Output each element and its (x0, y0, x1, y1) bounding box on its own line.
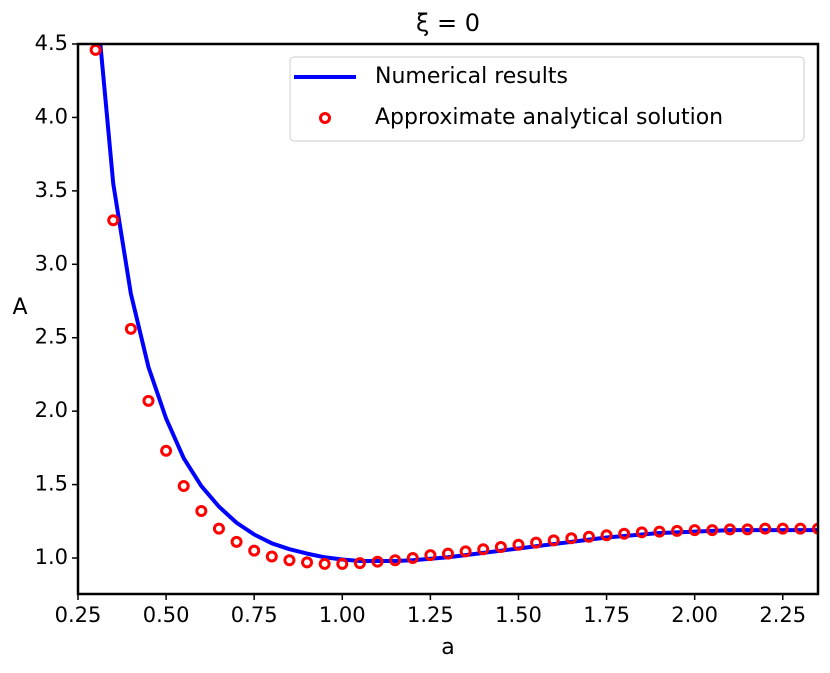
data-point (600, 529, 613, 542)
y-tick-label: 2.0 (35, 398, 68, 422)
y-axis-label: A (12, 295, 27, 320)
x-tick-label: 1.50 (495, 603, 542, 627)
data-point (582, 530, 595, 543)
chart-title: ξ = 0 (416, 9, 480, 37)
data-point (318, 557, 331, 570)
y-tick-label: 4.5 (35, 31, 68, 55)
data-point (530, 536, 543, 549)
data-point (512, 538, 525, 551)
data-point (688, 524, 701, 537)
x-tick-label: 2.00 (671, 603, 718, 627)
legend: Numerical results Approximate analytical … (289, 56, 805, 142)
data-point (459, 545, 472, 558)
legend-marker (319, 112, 331, 124)
data-point (406, 552, 419, 565)
data-point (477, 543, 490, 556)
axes-frame (76, 42, 820, 596)
data-point (142, 394, 155, 407)
y-tick-label: 4.0 (35, 104, 68, 128)
data-point (248, 544, 261, 557)
x-tick-label: 0.75 (231, 603, 278, 627)
data-point (653, 525, 666, 538)
legend-label: Approximate analytical solution (375, 105, 723, 130)
data-point (442, 547, 454, 560)
data-point (776, 522, 789, 535)
data-point (812, 522, 818, 535)
data-point (283, 554, 296, 567)
data-point (723, 523, 736, 536)
data-point (671, 524, 684, 537)
data-point (794, 522, 807, 535)
data-point (160, 444, 173, 457)
x-tick-label: 1.25 (407, 603, 454, 627)
data-point (618, 527, 631, 540)
x-tick-label: 0.50 (143, 603, 190, 627)
data-point (195, 505, 208, 518)
data-point (177, 480, 190, 493)
data-point (89, 44, 102, 56)
data-point (371, 555, 384, 568)
data-point (565, 532, 578, 545)
y-tick-label: 3.0 (35, 251, 68, 275)
y-tick-label: 1.0 (35, 545, 68, 569)
data-point (336, 557, 349, 570)
legend-label: Numerical results (375, 64, 568, 89)
data-point (706, 524, 719, 537)
legend-box (289, 56, 805, 142)
y-tick-label: 3.5 (35, 178, 68, 202)
x-axis-label: a (441, 635, 454, 660)
y-tick-label: 2.5 (35, 325, 68, 349)
data-point (547, 534, 560, 547)
x-tick-label: 1.00 (319, 603, 366, 627)
data-point (107, 214, 120, 227)
data-point (301, 556, 314, 569)
data-point (265, 550, 278, 563)
x-tick-label: 0.25 (55, 603, 102, 627)
data-point (353, 557, 366, 570)
data-point (494, 541, 507, 554)
data-point (389, 554, 402, 567)
data-point (759, 522, 772, 535)
plot-area (89, 44, 818, 570)
y-tick-label: 1.5 (35, 472, 68, 496)
data-point (124, 322, 137, 335)
data-point (741, 523, 754, 536)
data-point (212, 522, 225, 535)
x-tick-label: 1.75 (583, 603, 630, 627)
data-point (230, 535, 243, 548)
x-tick-label: 2.25 (759, 603, 806, 627)
data-point (635, 526, 648, 539)
data-point (424, 549, 437, 562)
